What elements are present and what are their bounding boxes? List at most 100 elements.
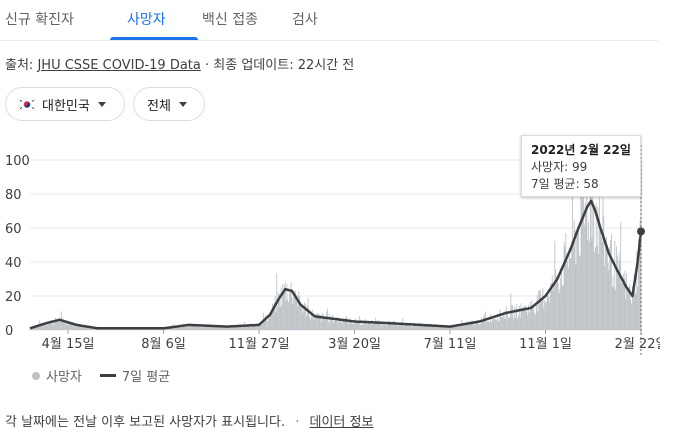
- daily-death-bar: [555, 269, 557, 330]
- daily-death-bar: [489, 322, 491, 330]
- daily-death-bar: [293, 296, 295, 330]
- daily-death-bar: [429, 324, 431, 330]
- daily-death-bar: [198, 326, 200, 330]
- daily-death-bar: [505, 319, 507, 330]
- data-info-link[interactable]: 데이터 정보: [309, 415, 374, 430]
- daily-death-bar: [437, 325, 439, 330]
- daily-death-bar: [582, 200, 584, 330]
- daily-death-bar: [350, 320, 352, 330]
- daily-death-bar: [396, 324, 398, 330]
- daily-death-bar: [75, 323, 77, 330]
- daily-death-bar: [420, 326, 422, 330]
- daily-death-bar: [208, 326, 210, 330]
- daily-death-bar: [197, 326, 199, 330]
- daily-death-bar: [258, 324, 260, 330]
- daily-death-bar: [573, 219, 575, 330]
- daily-death-bar: [384, 325, 386, 330]
- daily-death-bar: [274, 296, 276, 330]
- daily-death-bar: [212, 325, 214, 330]
- daily-death-bar: [242, 324, 244, 330]
- daily-death-bar: [579, 256, 581, 330]
- daily-death-bar: [79, 324, 81, 330]
- tab-tests[interactable]: 검사: [292, 12, 318, 28]
- daily-death-bar: [252, 325, 254, 330]
- daily-death-bar: [545, 301, 547, 330]
- daily-death-bar: [403, 322, 405, 330]
- daily-death-bar: [243, 326, 245, 330]
- daily-death-bar: [314, 314, 316, 330]
- daily-death-bar: [456, 326, 458, 330]
- daily-death-bar: [447, 326, 449, 330]
- daily-death-bar: [479, 324, 481, 330]
- daily-death-bar: [76, 326, 77, 330]
- daily-death-bar: [70, 322, 72, 330]
- daily-death-bar: [454, 325, 456, 330]
- daily-death-bar: [386, 325, 388, 330]
- daily-death-bar: [630, 300, 632, 330]
- daily-death-bar: [174, 327, 176, 330]
- daily-death-bar: [426, 324, 428, 330]
- daily-death-bar: [596, 246, 598, 330]
- daily-death-bar: [316, 314, 317, 330]
- daily-death-bar: [261, 324, 263, 330]
- daily-death-bar: [245, 326, 247, 330]
- daily-death-bar: [442, 327, 444, 330]
- daily-death-bar: [578, 229, 579, 330]
- daily-death-bar: [246, 325, 248, 330]
- daily-death-bar: [459, 324, 461, 330]
- deaths-chart[interactable]: 4월 15일 8월 6일 11월 27일 3월 20일 7월 11일 11월 1일 2월 2…: [0, 140, 660, 355]
- source-link[interactable]: JHU CSSE COVID-19 Data: [37, 58, 201, 73]
- daily-death-bar: [542, 288, 544, 330]
- region-dropdown[interactable]: 대한민국: [5, 87, 125, 121]
- daily-death-bar: [368, 322, 370, 330]
- daily-death-bar: [322, 314, 324, 330]
- daily-death-bar: [315, 313, 317, 330]
- y-tick-label: 40: [5, 256, 22, 271]
- daily-death-bar: [355, 322, 357, 330]
- daily-death-bar: [576, 230, 578, 330]
- daily-death-bar: [421, 323, 423, 330]
- daily-death-bar: [247, 325, 249, 330]
- daily-death-bar: [388, 322, 390, 330]
- daily-death-bar: [457, 323, 459, 330]
- tab-deaths[interactable]: 사망자: [127, 12, 166, 28]
- daily-death-bar: [204, 327, 206, 330]
- tab-new-cases[interactable]: 신규 확진자: [5, 12, 74, 28]
- daily-death-bar: [297, 307, 299, 330]
- daily-death-bar: [390, 322, 392, 330]
- daily-death-bar: [342, 317, 344, 330]
- tab-vaccinations[interactable]: 백신 접종: [202, 12, 258, 28]
- x-tick-label: 2월 22일: [615, 337, 660, 352]
- daily-death-bar: [60, 321, 61, 330]
- daily-death-bar: [399, 324, 401, 330]
- daily-death-bar: [227, 327, 229, 330]
- daily-death-bar: [552, 290, 554, 330]
- daily-death-bar: [626, 273, 628, 330]
- daily-death-bar: [387, 321, 388, 330]
- daily-death-bar: [380, 321, 382, 330]
- daily-death-bar: [319, 313, 321, 330]
- daily-death-bar: [417, 323, 419, 330]
- daily-death-bar: [637, 286, 639, 330]
- daily-death-bar: [448, 325, 450, 330]
- daily-death-bar: [46, 323, 48, 330]
- daily-death-bar: [611, 286, 613, 330]
- daily-death-bar: [288, 302, 290, 330]
- daily-death-bar: [213, 326, 215, 330]
- daily-death-bar: [328, 313, 330, 330]
- daily-death-bar: [254, 325, 256, 330]
- daily-death-bar: [466, 323, 468, 330]
- daily-death-bar: [347, 319, 349, 330]
- daily-death-bar: [553, 285, 555, 330]
- daily-death-bar: [64, 322, 66, 330]
- daily-death-bar: [313, 319, 315, 330]
- daily-death-bar: [480, 317, 482, 330]
- daily-death-bar: [305, 303, 306, 330]
- daily-death-bar: [267, 321, 268, 330]
- y-tick-label: 20: [5, 290, 22, 305]
- daily-death-bar: [363, 320, 365, 330]
- scope-dropdown[interactable]: 전체: [133, 87, 205, 121]
- tooltip-deaths: 사망자: 99: [531, 160, 588, 174]
- daily-death-bar: [219, 327, 221, 330]
- daily-death-bar: [92, 328, 94, 330]
